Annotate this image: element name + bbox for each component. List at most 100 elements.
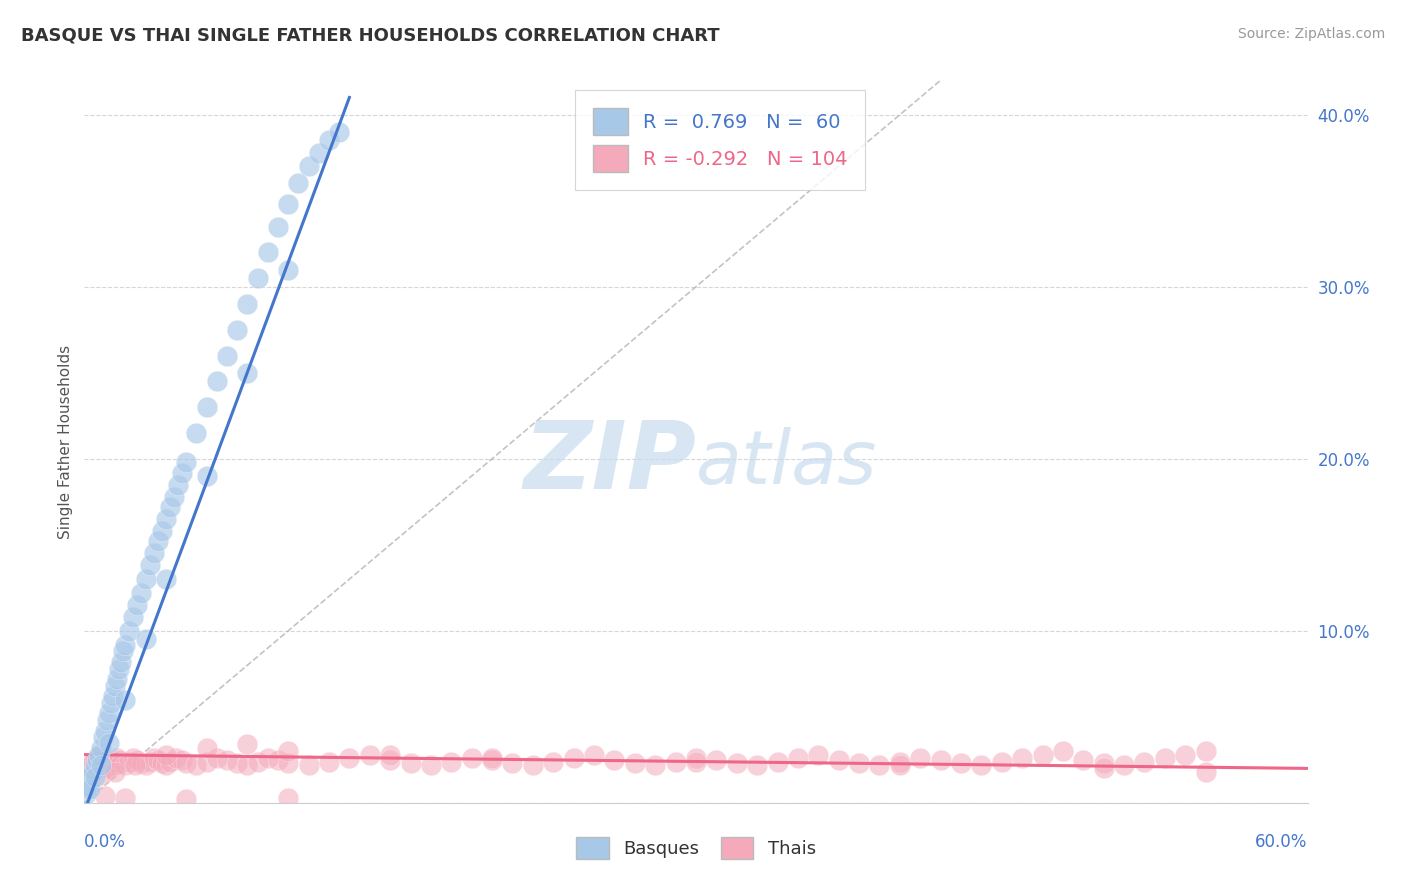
Point [186, 758, 208, 772]
Point [339, 751, 361, 765]
Point [75, 787, 97, 801]
Point [100, 696, 122, 710]
Point [929, 753, 952, 767]
Point [298, 758, 321, 772]
Point [747, 758, 769, 772]
Point [1032, 747, 1054, 762]
Point [90, 768, 112, 782]
Point [685, 751, 707, 765]
Point [146, 534, 169, 549]
Point [93, 758, 115, 772]
Point [502, 756, 524, 771]
Text: 0.0%: 0.0% [84, 833, 127, 851]
Point [869, 758, 891, 772]
Point [267, 753, 290, 767]
Point [440, 755, 463, 769]
Point [236, 737, 259, 751]
Point [1073, 753, 1095, 767]
Point [142, 546, 165, 560]
Point [82, 755, 104, 769]
Point [150, 524, 173, 538]
Point [267, 219, 290, 234]
Point [380, 747, 402, 762]
Point [135, 572, 157, 586]
Point [246, 755, 269, 769]
Point [174, 756, 197, 771]
Point [110, 756, 132, 771]
Point [889, 755, 911, 769]
Point [127, 598, 149, 612]
Point [217, 349, 239, 363]
Point [787, 751, 810, 765]
Point [186, 425, 208, 440]
Point [522, 758, 544, 772]
Point [118, 755, 141, 769]
Point [83, 770, 105, 784]
Point [163, 490, 186, 504]
Point [86, 753, 108, 767]
Point [205, 375, 228, 389]
Point [101, 689, 124, 703]
Point [481, 751, 503, 765]
Point [90, 753, 112, 767]
Legend: Basques, Thais: Basques, Thais [569, 830, 823, 866]
Point [970, 758, 993, 772]
Point [359, 747, 381, 762]
Point [155, 572, 177, 586]
Point [131, 586, 153, 600]
Point [1133, 755, 1156, 769]
Point [172, 753, 194, 767]
Point [135, 758, 157, 772]
Point [644, 758, 666, 772]
Point [1011, 751, 1033, 765]
Point [108, 753, 131, 767]
Point [91, 731, 114, 745]
Point [217, 753, 239, 767]
Point [124, 758, 146, 772]
Point [131, 756, 153, 771]
Point [82, 764, 104, 779]
Point [105, 672, 128, 686]
Point [97, 735, 120, 749]
Text: BASQUE VS THAI SINGLE FATHER HOUSEHOLDS CORRELATION CHART: BASQUE VS THAI SINGLE FATHER HOUSEHOLDS … [21, 27, 720, 45]
Text: ZIP: ZIP [523, 417, 696, 509]
Point [142, 751, 165, 765]
Point [155, 747, 177, 762]
Point [79, 782, 101, 797]
Point [226, 756, 249, 771]
Point [159, 755, 181, 769]
Point [277, 790, 299, 805]
Point [165, 751, 187, 765]
Point [105, 751, 128, 765]
Point [104, 764, 127, 779]
Point [725, 756, 748, 771]
Text: Source: ZipAtlas.com: Source: ZipAtlas.com [1237, 27, 1385, 41]
Point [318, 755, 340, 769]
Point [86, 751, 108, 765]
Point [174, 455, 197, 469]
Point [114, 692, 136, 706]
Point [277, 197, 299, 211]
Point [122, 610, 145, 624]
Point [118, 624, 141, 638]
Point [950, 756, 973, 771]
Point [104, 755, 127, 769]
Point [277, 744, 299, 758]
Point [807, 747, 830, 762]
Point [174, 792, 197, 806]
Point [146, 753, 169, 767]
Point [114, 790, 136, 805]
Point [277, 262, 299, 277]
Point [195, 400, 218, 414]
Point [96, 713, 118, 727]
Point [91, 756, 114, 771]
Point [603, 753, 626, 767]
Point [481, 753, 503, 767]
Point [1154, 751, 1177, 765]
Point [122, 751, 145, 765]
Point [93, 723, 115, 738]
Point [848, 756, 870, 771]
Point [889, 758, 911, 772]
Point [380, 753, 402, 767]
Point [1092, 756, 1115, 771]
